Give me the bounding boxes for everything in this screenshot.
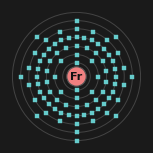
Circle shape: [67, 67, 86, 86]
Text: Fr: Fr: [70, 71, 83, 82]
